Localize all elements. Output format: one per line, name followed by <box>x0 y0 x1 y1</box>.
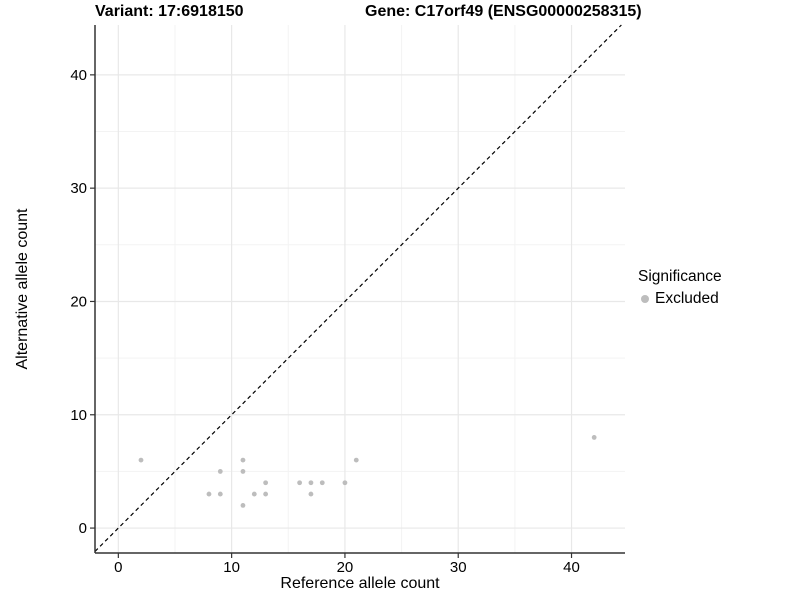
plot-title-variant: Variant: 17:6918150 <box>95 3 244 20</box>
data-point <box>308 480 314 486</box>
data-point <box>240 469 246 474</box>
x-tick-label: 20 <box>337 559 354 576</box>
y-tick-label: 10 <box>70 407 87 424</box>
legend-point-icon <box>641 295 649 303</box>
data-point <box>319 480 325 486</box>
x-tick-label: 30 <box>450 559 467 576</box>
data-point <box>240 457 246 463</box>
x-tick-label: 0 <box>114 559 122 576</box>
y-tick-label: 0 <box>79 520 87 537</box>
y-tick-label: 20 <box>70 293 87 310</box>
x-axis-title: Reference allele count <box>280 575 440 592</box>
data-point <box>297 480 303 486</box>
x-tick-label: 10 <box>223 559 240 576</box>
legend-entry-excluded: Excluded <box>638 290 722 308</box>
data-point <box>138 457 144 463</box>
data-point <box>342 480 348 486</box>
identity-line <box>94 24 622 552</box>
data-point <box>217 469 223 474</box>
legend-entry-label: Excluded <box>655 290 719 307</box>
data-point <box>206 491 212 497</box>
data-point <box>263 480 269 486</box>
plot-title-gene: Gene: C17orf49 (ENSG00000258315) <box>365 3 642 20</box>
data-point <box>591 435 597 440</box>
legend-title: Significance <box>638 268 722 285</box>
data-point <box>353 457 359 463</box>
y-tick-label: 30 <box>70 180 87 197</box>
data-point <box>240 503 246 508</box>
legend: Significance Excluded <box>638 268 722 308</box>
data-point <box>217 491 223 497</box>
x-tick-label: 40 <box>563 559 580 576</box>
y-tick-label: 40 <box>70 67 87 84</box>
data-point <box>263 491 269 497</box>
data-point <box>308 491 314 497</box>
data-point <box>251 491 257 497</box>
